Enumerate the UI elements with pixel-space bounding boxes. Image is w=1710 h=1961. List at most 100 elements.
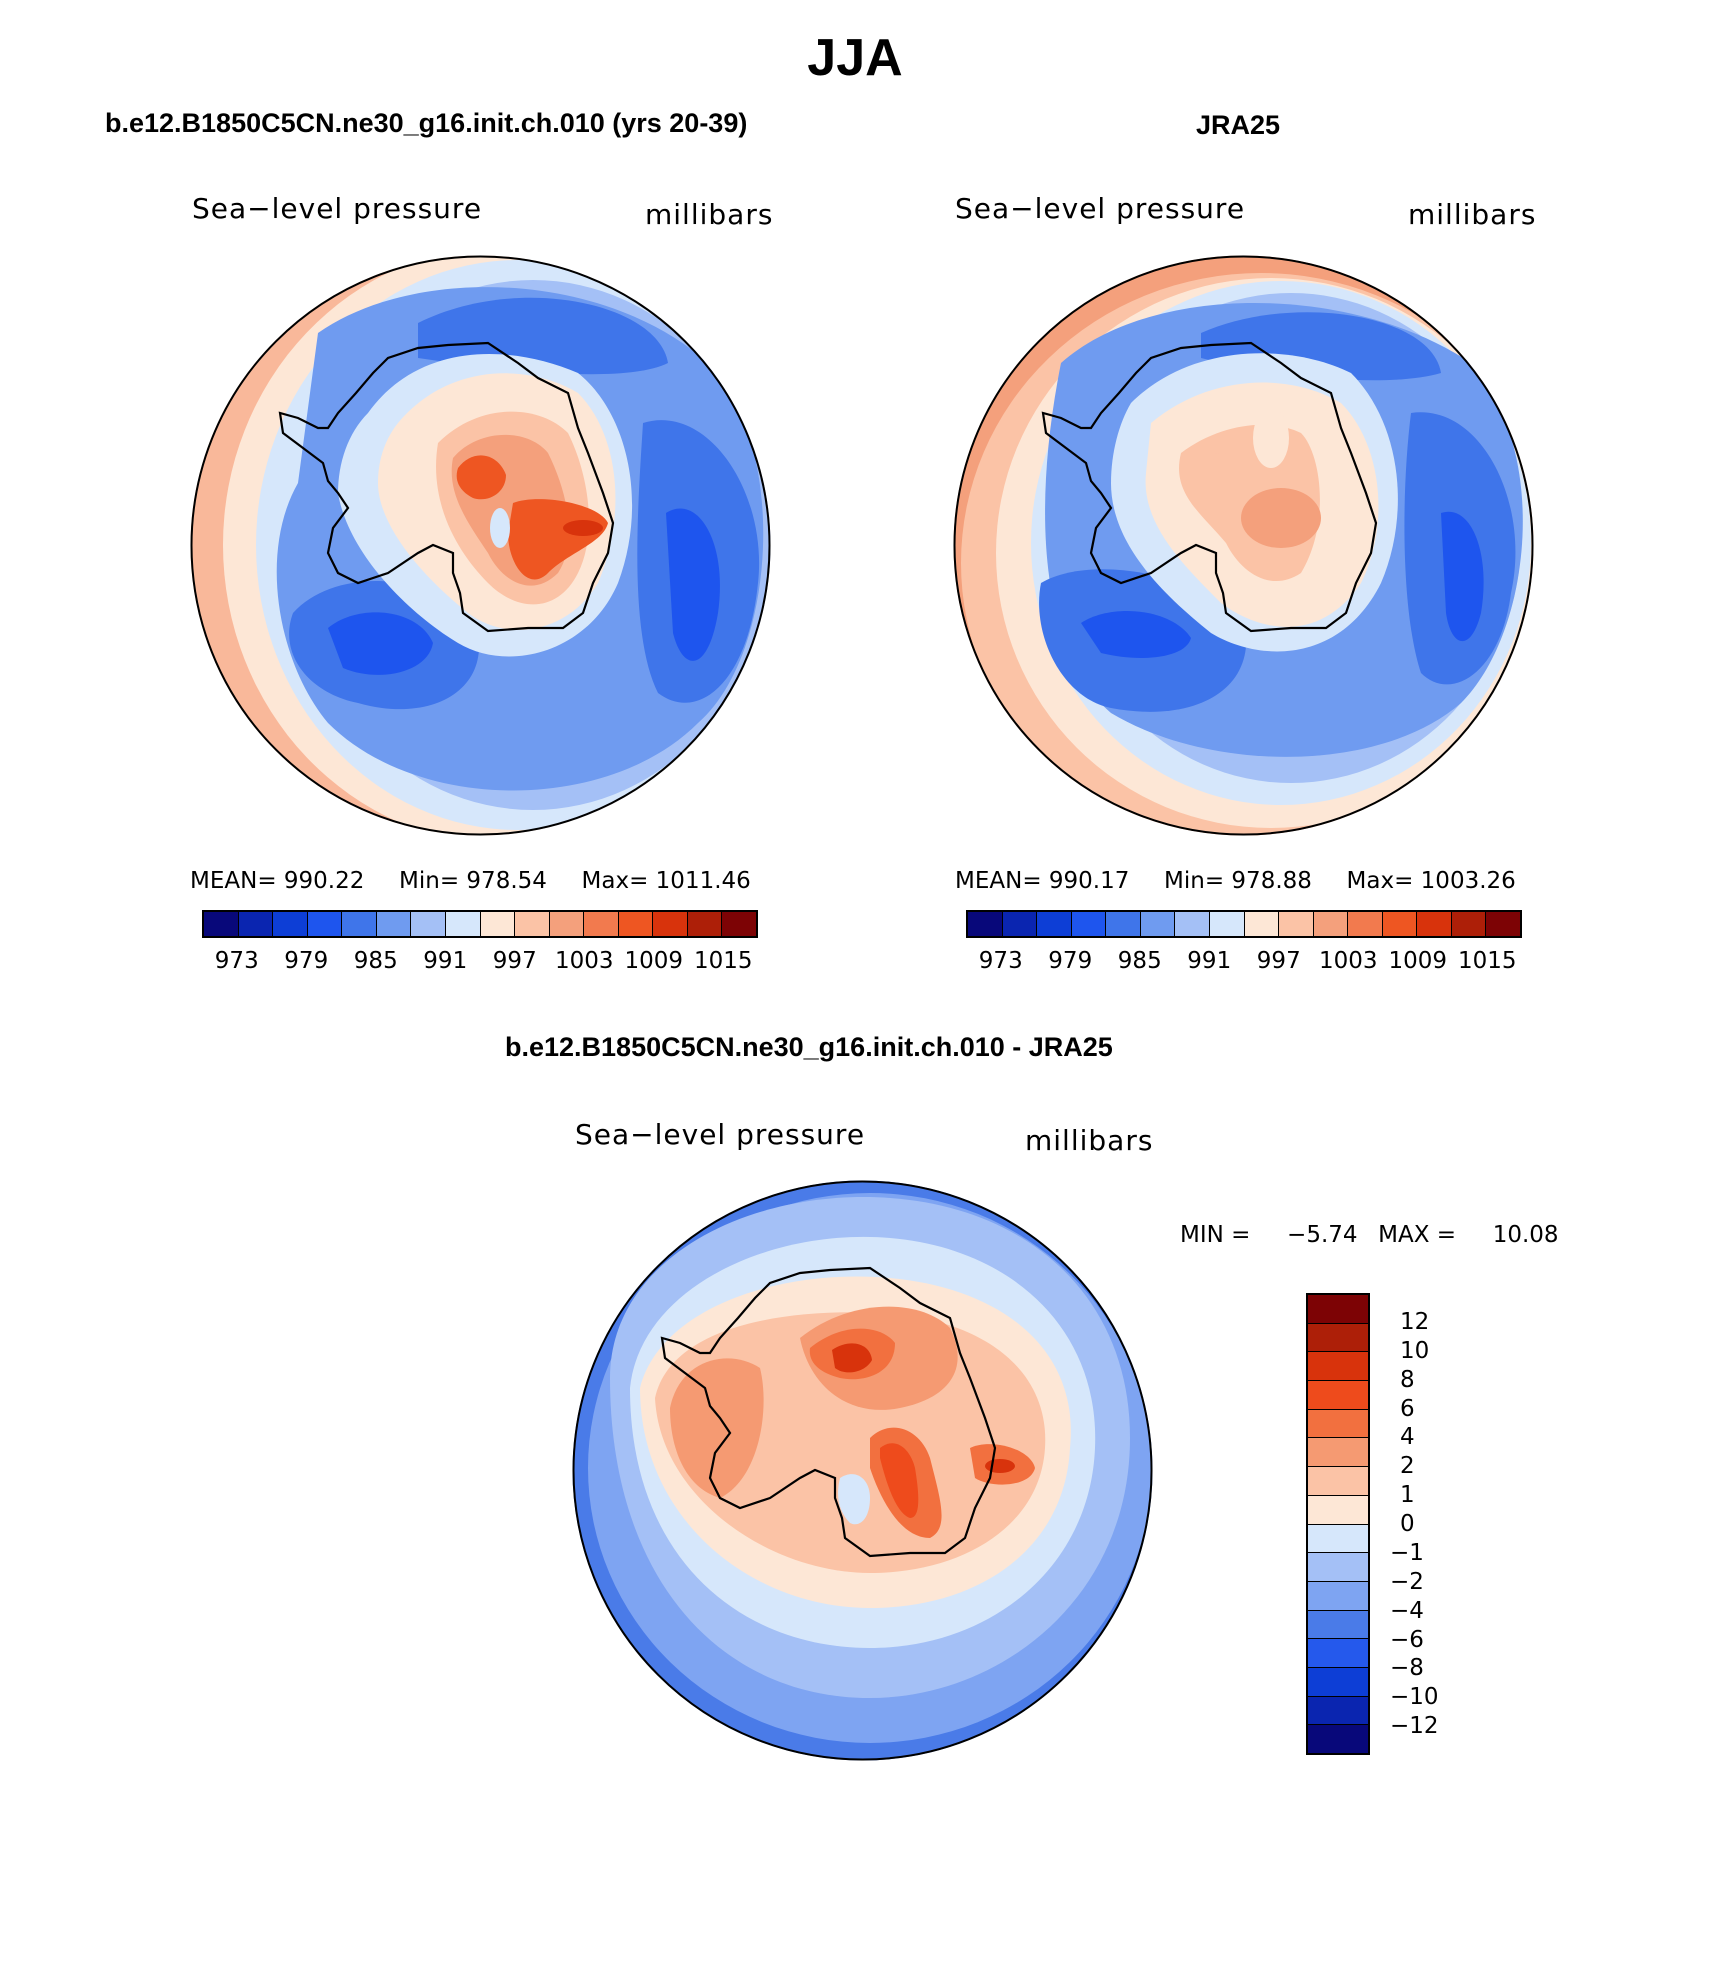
colorbar-tick-label: 1009 — [624, 948, 684, 974]
colorbar-tick-label: 1015 — [1457, 948, 1517, 974]
diff-colorbar-swatch — [1308, 1581, 1368, 1611]
colorbar-tick-label: 1003 — [554, 948, 614, 974]
panel2-mean: 990.17 — [1048, 868, 1130, 894]
diff-colorbar-swatch — [1308, 1381, 1368, 1410]
colorbar-swatch — [515, 912, 550, 936]
colorbar-swatch — [1486, 912, 1520, 936]
panel1-colorbar — [202, 910, 758, 938]
colorbar-swatch — [307, 912, 343, 936]
diff-min-label: MIN = — [1180, 1222, 1251, 1248]
panel2-colorbar — [966, 910, 1522, 938]
panel1-min: 978.54 — [466, 868, 547, 894]
colorbar-tick-label: 979 — [284, 948, 329, 974]
colorbar-swatch — [653, 912, 688, 936]
colorbar-tick-label: 973 — [978, 948, 1023, 974]
diff-colorbar-swatch — [1308, 1295, 1368, 1324]
panel2-min-label: Min= — [1164, 868, 1225, 894]
colorbar-swatch — [618, 912, 654, 936]
panel2-title: JRA25 — [1196, 110, 1281, 140]
diff-colorbar-tick-label: 2 — [1400, 1453, 1415, 1480]
colorbar-swatch — [722, 912, 756, 936]
diff-colorbar-swatch — [1308, 1667, 1368, 1697]
diff-stats: MIN = −5.74 MAX = 10.08 — [1180, 1222, 1559, 1248]
colorbar-tick-label: 991 — [1187, 948, 1232, 974]
diff-colorbar-swatch — [1308, 1409, 1368, 1439]
panel2-observation-map — [953, 255, 1534, 836]
diff-colorbar-swatch — [1308, 1467, 1368, 1496]
diff-colorbar-swatch — [1308, 1639, 1368, 1668]
colorbar-swatch — [411, 912, 446, 936]
panel1-mean-label: MEAN= — [190, 868, 277, 894]
diff-units-label: millibars — [1025, 1124, 1154, 1157]
colorbar-swatch — [1037, 912, 1072, 936]
figure-title: JJA — [807, 29, 903, 87]
diff-colorbar-swatch — [1308, 1725, 1368, 1753]
panel2-mean-label: MEAN= — [955, 868, 1042, 894]
diff-panel-title: b.e12.B1850C5CN.ne30_g16.init.ch.010 - J… — [505, 1032, 1113, 1062]
colorbar-tick-label: 985 — [353, 948, 398, 974]
colorbar-swatch — [1279, 912, 1314, 936]
diff-colorbar-swatch — [1308, 1610, 1368, 1640]
colorbar-swatch — [238, 912, 274, 936]
colorbar-swatch — [1106, 912, 1141, 936]
colorbar-swatch — [968, 912, 1003, 936]
panel1-variable-label: Sea−level pressure — [192, 192, 483, 225]
diff-colorbar-tick-label: 8 — [1400, 1366, 1415, 1393]
diff-colorbar-tick-label: −10 — [1390, 1684, 1439, 1711]
colorbar-swatch — [1175, 912, 1210, 936]
colorbar-tick-label: 979 — [1048, 948, 1093, 974]
colorbar-swatch — [1209, 912, 1245, 936]
diff-colorbar-tick-label: 4 — [1400, 1424, 1415, 1451]
colorbar-swatch — [1002, 912, 1038, 936]
diff-colorbar-swatch — [1308, 1553, 1368, 1582]
colorbar-swatch — [1071, 912, 1107, 936]
diff-max: 10.08 — [1492, 1222, 1559, 1248]
colorbar-swatch — [342, 912, 377, 936]
panel2-variable-label: Sea−level pressure — [955, 192, 1246, 225]
diff-colorbar-tick-label: −6 — [1390, 1626, 1424, 1653]
panel2-stats: MEAN= 990.17 Min= 978.88 Max= 1003.26 — [955, 868, 1516, 894]
colorbar-tick-label: 985 — [1117, 948, 1162, 974]
panel1-max-label: Max= — [581, 868, 649, 894]
diff-colorbar-swatch — [1308, 1352, 1368, 1382]
colorbar-swatch — [480, 912, 516, 936]
colorbar-swatch — [1382, 912, 1418, 936]
diff-max-label: MAX = — [1378, 1222, 1457, 1248]
colorbar-swatch — [273, 912, 308, 936]
panel2-colorbar-ticks: 973 979 985 991 997 1003 1009 1015 — [966, 948, 1522, 978]
colorbar-swatch — [1417, 912, 1452, 936]
colorbar-tick-label: 997 — [492, 948, 537, 974]
diff-map — [572, 1180, 1153, 1761]
diff-colorbar-tick-label: 10 — [1400, 1337, 1430, 1364]
diff-colorbar-tick-label: 0 — [1400, 1511, 1415, 1537]
panel1-min-label: Min= — [399, 868, 460, 894]
panel1-model-map — [190, 255, 771, 836]
panel1-max: 1011.46 — [655, 868, 751, 894]
panel2-max: 1003.26 — [1420, 868, 1516, 894]
colorbar-swatch — [1348, 912, 1383, 936]
diff-colorbar-tick-label: 12 — [1400, 1308, 1430, 1335]
colorbar-swatch — [549, 912, 585, 936]
diff-min: −5.74 — [1287, 1222, 1358, 1248]
diff-colorbar-tick-label: −8 — [1390, 1655, 1424, 1682]
colorbar-swatch — [445, 912, 481, 936]
colorbar-tick-label: 1003 — [1318, 948, 1378, 974]
colorbar-swatch — [1140, 912, 1176, 936]
colorbar-swatch — [1244, 912, 1280, 936]
colorbar-swatch — [584, 912, 619, 936]
colorbar-swatch — [376, 912, 412, 936]
panel2-units-label: millibars — [1408, 198, 1537, 231]
diff-colorbar-swatch — [1308, 1438, 1368, 1468]
panel1-colorbar-ticks: 973 979 985 991 997 1003 1009 1015 — [202, 948, 758, 978]
panel1-stats: MEAN= 990.22 Min= 978.54 Max= 1011.46 — [190, 868, 751, 894]
diff-colorbar-swatch — [1308, 1495, 1368, 1525]
diff-colorbar-ticks: 12 10 8 6 4 2 1 0 −1 −2 −4 −6 −8 −10 −12 — [1390, 1293, 1470, 1755]
diff-colorbar-tick-label: −4 — [1390, 1597, 1424, 1624]
panel1-title: b.e12.B1850C5CN.ne30_g16.init.ch.010 (yr… — [105, 108, 748, 138]
colorbar-swatch — [687, 912, 723, 936]
panel1-mean: 990.22 — [283, 868, 365, 894]
panel2-max-label: Max= — [1346, 868, 1414, 894]
diff-colorbar-swatch — [1308, 1696, 1368, 1726]
diff-colorbar-tick-label: −1 — [1390, 1539, 1424, 1566]
colorbar-tick-label: 1015 — [693, 948, 753, 974]
